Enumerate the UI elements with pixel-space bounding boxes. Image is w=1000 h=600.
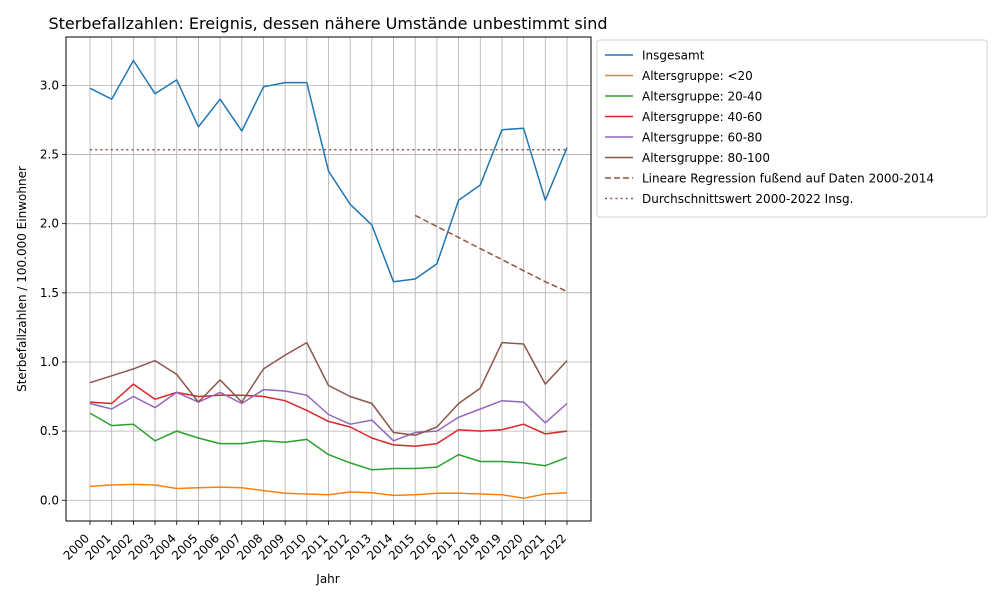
legend-box [596, 39, 988, 218]
y-tick-label: 3.0 [40, 78, 59, 92]
legend-label: Lineare Regression fußend auf Daten 2000… [642, 172, 934, 186]
grid [66, 37, 591, 521]
y-tick-label: 1.5 [40, 286, 59, 300]
series-lines [89, 59, 568, 499]
y-tick-label: 0.0 [40, 493, 59, 507]
series-line [89, 412, 568, 471]
series-line [89, 483, 568, 499]
legend-label: Altersgruppe: 80-100 [642, 151, 770, 165]
chart-title: Sterbefallzahlen: Ereignis, dessen näher… [48, 14, 607, 33]
legend-label: Altersgruppe: 60-80 [642, 131, 762, 145]
legend-label: Durchschnittswert 2000-2022 Insg. [642, 192, 853, 206]
y-tick-label: 2.5 [40, 148, 59, 162]
series-line [89, 388, 568, 442]
legend-label: Altersgruppe: 20-40 [642, 90, 762, 104]
legend-label: Altersgruppe: <20 [642, 69, 753, 83]
y-tick-label: 2.0 [40, 217, 59, 231]
x-axis-label: Jahr [315, 572, 339, 586]
axis-ticks: 2000200120022003200420052006200720082009… [40, 78, 569, 562]
series-line [89, 341, 568, 437]
y-tick-label: 1.0 [40, 355, 59, 369]
x-tick-label: 2022 [538, 531, 569, 562]
legend-label: Altersgruppe: 40-60 [642, 110, 762, 124]
y-axis-label: Sterbefallzahlen / 100.000 Einwohner [15, 166, 29, 392]
series-line [89, 383, 568, 448]
legend-label: Insgesamt [642, 49, 705, 63]
series-line [89, 59, 568, 283]
y-tick-label: 0.5 [40, 424, 59, 438]
series-line [414, 214, 568, 293]
legend: Insgesamt Altersgruppe: <20 Altersgruppe: … [596, 39, 988, 218]
